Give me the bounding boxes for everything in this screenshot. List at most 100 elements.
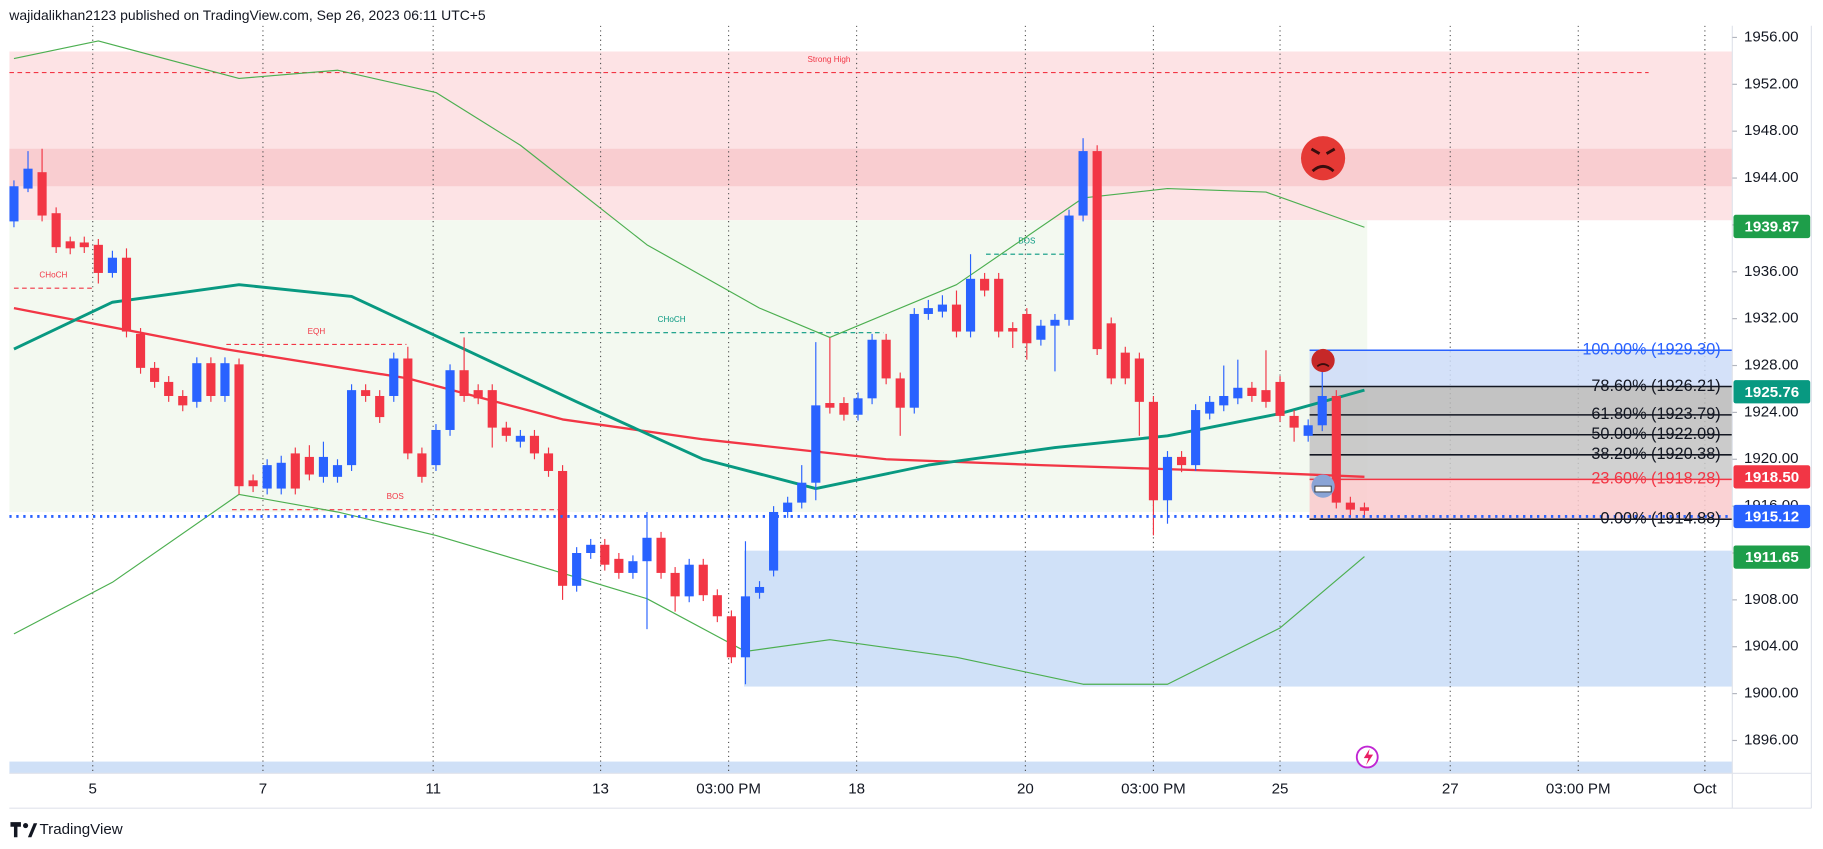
candle-body bbox=[1148, 401, 1159, 501]
candle-body bbox=[853, 398, 863, 415]
candle-body bbox=[361, 390, 371, 396]
candle-body bbox=[1247, 387, 1257, 396]
candle-body bbox=[684, 564, 694, 597]
y-tick-label: 1920.00 bbox=[1744, 450, 1799, 467]
structure-label: CHoCH bbox=[658, 315, 686, 324]
candle-body bbox=[501, 427, 511, 436]
candle-body bbox=[1191, 410, 1201, 466]
candle-body bbox=[515, 435, 525, 442]
x-tick-label: 03:00 PM bbox=[696, 781, 761, 798]
candle-body bbox=[220, 363, 230, 396]
fib-label: 0.00% (1914.88) bbox=[1600, 510, 1720, 528]
candle-body bbox=[93, 244, 103, 273]
y-tick-label: 1936.00 bbox=[1744, 263, 1799, 280]
candle-body bbox=[445, 370, 455, 430]
zone bbox=[9, 761, 1733, 774]
candle-body bbox=[558, 470, 568, 586]
price-tag bbox=[1733, 465, 1811, 489]
lightning-icon[interactable] bbox=[1355, 745, 1379, 769]
candle-body bbox=[572, 553, 582, 586]
candle-body bbox=[248, 480, 258, 487]
candle-body bbox=[825, 403, 835, 408]
candle-body bbox=[1092, 151, 1102, 350]
candle-body bbox=[1134, 358, 1144, 402]
candle-body bbox=[1022, 313, 1032, 344]
header-text: wajidalikhan2123 published on TradingVie… bbox=[8, 7, 486, 23]
candle-body bbox=[754, 586, 765, 593]
candle-body bbox=[923, 308, 933, 314]
candle-body bbox=[1008, 328, 1018, 332]
price-tag bbox=[1733, 504, 1811, 529]
candle-body bbox=[459, 370, 469, 396]
fib-label: 50.00% (1922.09) bbox=[1591, 425, 1720, 443]
candle-body bbox=[670, 572, 680, 597]
candle-body bbox=[1064, 215, 1074, 320]
candle-body bbox=[867, 339, 877, 399]
x-tick-label: 03:00 PM bbox=[1546, 781, 1611, 798]
candle-body bbox=[1261, 390, 1271, 402]
candle-body bbox=[740, 596, 751, 658]
fib-label: 38.20% (1920.38) bbox=[1591, 445, 1720, 463]
candle-body bbox=[65, 241, 75, 249]
candle-body bbox=[543, 453, 554, 471]
fib-label: 100.00% (1929.30) bbox=[1582, 341, 1720, 359]
fib-band bbox=[1309, 479, 1733, 520]
candle-body bbox=[164, 381, 174, 396]
fib-band bbox=[1309, 414, 1733, 435]
candle-body bbox=[895, 378, 905, 408]
candle-body bbox=[318, 456, 329, 477]
zone bbox=[744, 550, 1733, 687]
y-tick-label: 1952.00 bbox=[1744, 75, 1799, 92]
candle-body bbox=[951, 304, 962, 332]
candle-body bbox=[23, 168, 33, 189]
candle-body bbox=[994, 278, 1004, 332]
candle-body bbox=[234, 364, 244, 487]
x-tick-label: 13 bbox=[592, 781, 609, 798]
y-tick-label: 1932.00 bbox=[1744, 310, 1799, 327]
emoji-grimace bbox=[1311, 474, 1335, 498]
candle-body bbox=[79, 242, 89, 248]
x-tick-label: 5 bbox=[89, 781, 97, 798]
price-tag-label: 1918.50 bbox=[1745, 469, 1800, 486]
structure-label: Strong High bbox=[808, 55, 851, 64]
fib-band bbox=[1309, 350, 1733, 387]
candle-body bbox=[783, 502, 793, 512]
plot-area: CHoCH EQH BOS CHoCH BOS Strong High bbox=[9, 25, 1733, 774]
candle-body bbox=[192, 363, 202, 402]
candle-body bbox=[1317, 395, 1327, 426]
candle-body bbox=[1289, 415, 1299, 428]
indicator-line bbox=[13, 283, 1365, 491]
price-tag-label: 1915.12 bbox=[1745, 509, 1800, 526]
zone bbox=[9, 51, 1733, 221]
y-tick-label: 1944.00 bbox=[1744, 169, 1799, 186]
x-tick-label: 18 bbox=[848, 781, 865, 798]
candle-body bbox=[135, 333, 146, 368]
fib-label: 78.60% (1926.21) bbox=[1591, 377, 1720, 395]
price-tag-label: 1925.76 bbox=[1745, 384, 1800, 401]
fib-band bbox=[1309, 386, 1733, 415]
candle-body bbox=[839, 403, 849, 415]
candle-body bbox=[628, 561, 638, 573]
candle-body bbox=[473, 390, 483, 399]
price-tag bbox=[1733, 380, 1811, 404]
candle-body bbox=[150, 367, 160, 382]
y-tick-label: 1900.00 bbox=[1744, 685, 1799, 702]
footer-brand: TradingView bbox=[40, 821, 123, 838]
candle-body bbox=[1050, 319, 1060, 326]
price-tag bbox=[1733, 214, 1811, 239]
x-tick-label: 20 bbox=[1017, 781, 1034, 798]
y-tick-label: 1904.00 bbox=[1744, 638, 1799, 655]
candle-body bbox=[797, 482, 807, 503]
candle-body bbox=[712, 595, 722, 617]
candle-body bbox=[937, 304, 947, 312]
y-tick-label: 1924.00 bbox=[1744, 403, 1799, 420]
candle-body bbox=[304, 456, 314, 475]
tradingview-logo[interactable] bbox=[10, 822, 38, 838]
candle-body bbox=[51, 213, 61, 248]
candle-body bbox=[656, 537, 666, 573]
candle-body bbox=[206, 363, 216, 396]
candle-body bbox=[332, 465, 343, 477]
candle-body bbox=[698, 564, 708, 596]
